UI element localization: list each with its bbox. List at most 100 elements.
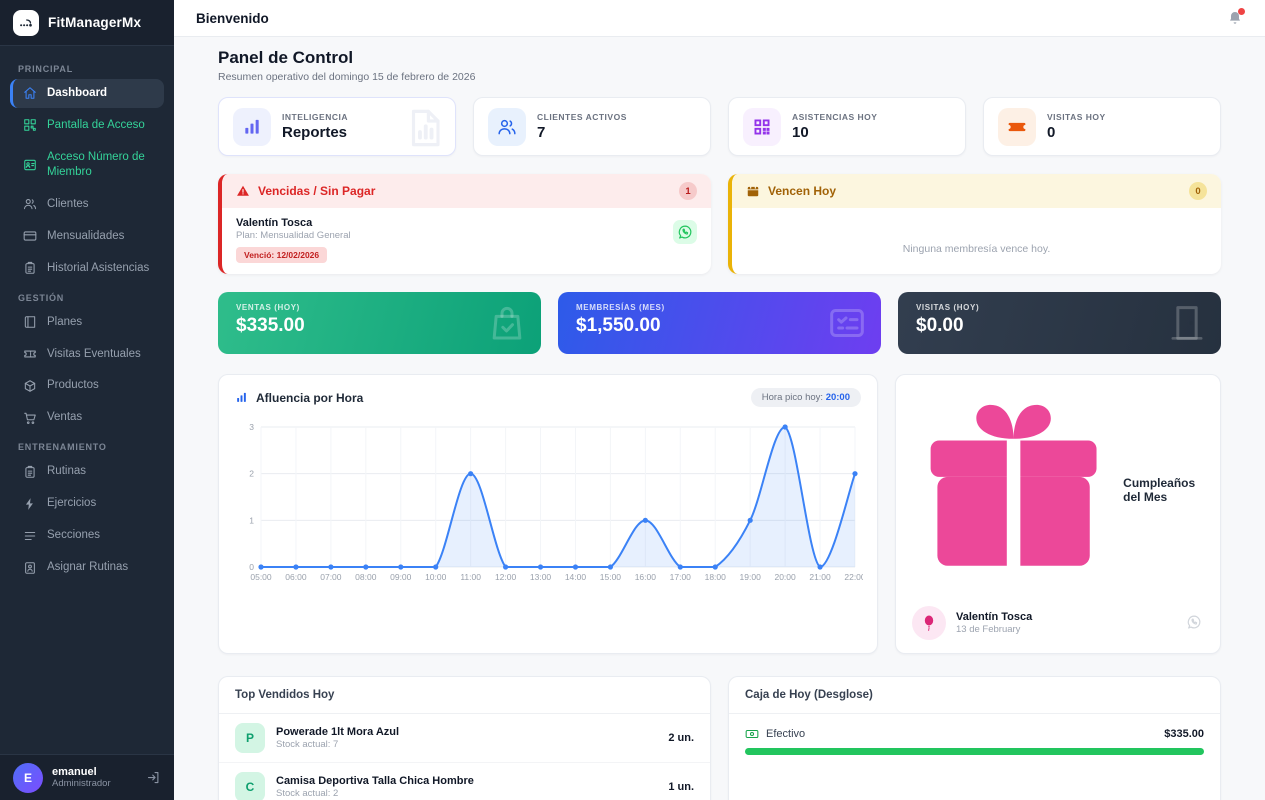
gift-icon (912, 388, 1115, 591)
sidebar-item-historial-asistencias[interactable]: Historial Asistencias (10, 254, 164, 283)
sidebar-item-dashboard[interactable]: Dashboard (10, 79, 164, 108)
product-qty: 1 un. (668, 781, 694, 794)
list-icon (23, 529, 37, 543)
sidebar-item-planes[interactable]: Planes (10, 308, 164, 337)
notifications-bell-icon[interactable] (1227, 8, 1245, 26)
stat-label: CLIENTES ACTIVOS (537, 112, 627, 122)
svg-text:09:00: 09:00 (390, 572, 412, 582)
svg-text:11:00: 11:00 (460, 572, 481, 582)
sidebar-item-label: Visitas Eventuales (47, 347, 141, 360)
sidebar-item-label: Dashboard (47, 87, 108, 99)
sidebar-item-label: Mensualidades (47, 229, 125, 242)
cash-breakdown-card: Caja de Hoy (Desglose) Efectivo $335.00 (728, 676, 1221, 800)
svg-text:05:00: 05:00 (250, 572, 272, 582)
sidebar-item-label: Productos (47, 379, 99, 392)
sidebar-item-secciones[interactable]: Secciones (10, 521, 164, 550)
sidebar-item-productos[interactable]: Productos (10, 371, 164, 400)
svg-text:19:00: 19:00 (740, 572, 762, 582)
overdue-date-badge: Venció: 12/02/2026 (236, 247, 328, 263)
sidebar-item-label: Pantalla de Acceso (47, 118, 145, 131)
overdue-count-badge: 1 (679, 182, 697, 200)
cash-amount: $335.00 (1164, 728, 1204, 741)
kpi-row: VENTAS (HOY) $335.00 MEMBRESÍAS (MES) $1… (218, 292, 1221, 354)
app-logo-icon (13, 9, 39, 36)
logout-icon[interactable] (146, 770, 161, 785)
whatsapp-icon[interactable] (1186, 614, 1202, 630)
bottom-row: Top Vendidos Hoy P Powerade 1lt Mora Azu… (218, 676, 1221, 800)
cash-method: Efectivo (766, 728, 806, 741)
birthday-list-item: Valentín Tosca 13 de February (912, 606, 1204, 641)
birthdays-title: Cumpleaños del Mes (1123, 475, 1196, 504)
stats-row: INTELIGENCIA Reportes CLIENTES ACTIVOS 7… (218, 97, 1221, 156)
users-icon (23, 197, 37, 211)
due-today-count-badge: 0 (1189, 182, 1207, 200)
product-qty: 2 un. (668, 732, 694, 745)
sidebar-item-mensualidades[interactable]: Mensualidades (10, 222, 164, 251)
card-lines-icon (827, 303, 867, 343)
kpi-value: $1,550.00 (576, 315, 661, 336)
warning-icon (236, 184, 250, 198)
clipboard-icon (23, 261, 37, 275)
bolt-icon (23, 497, 37, 511)
birthdays-card: Cumpleaños del Mes Valentín Tosca 13 de … (895, 374, 1221, 655)
svg-text:14:00: 14:00 (565, 572, 587, 582)
birthday-date: 13 de February (956, 624, 1021, 636)
sidebar-item-ejercicios[interactable]: Ejercicios (10, 489, 164, 518)
svg-text:08:00: 08:00 (355, 572, 377, 582)
stat-value: 10 (792, 124, 809, 141)
stat-card-visitas-hoy: VISITAS HOY 0 (983, 97, 1221, 156)
product-name: Powerade 1lt Mora Azul (276, 726, 400, 739)
whatsapp-icon[interactable] (673, 220, 697, 244)
product-initial-badge: C (235, 772, 265, 800)
stat-card-reportes[interactable]: INTELIGENCIA Reportes (218, 97, 456, 156)
charts-row: Afluencia por Hora Hora pico hoy: 20:00 … (218, 374, 1221, 655)
member-name: Valentín Tosca (236, 217, 313, 229)
sidebar-item-clientes[interactable]: Clientes (10, 190, 164, 219)
cash-icon (745, 727, 759, 741)
sidebar-item-visitas-eventuales[interactable]: Visitas Eventuales (10, 340, 164, 369)
user-role: Administrador (52, 778, 111, 789)
svg-text:15:00: 15:00 (600, 572, 622, 582)
sidebar-item-label: Ventas (47, 411, 83, 424)
calendar-icon (746, 184, 760, 198)
sidebar-item-asignar-rutinas[interactable]: Asignar Rutinas (10, 553, 164, 582)
due-today-panel: Vencen Hoy 0 Ninguna membresía vence hoy… (728, 174, 1221, 274)
nav-section-principal: PRINCIPAL (18, 64, 74, 74)
cash-progress-bar (745, 748, 1204, 756)
person-card-icon (23, 561, 37, 575)
sidebar-item-ventas[interactable]: Ventas (10, 403, 164, 432)
ticket-icon (998, 107, 1036, 146)
svg-text:20:00: 20:00 (774, 572, 796, 582)
sidebar-item-label: Ejercicios (47, 497, 97, 510)
report-document-icon (403, 107, 445, 149)
top-sold-title: Top Vendidos Hoy (219, 677, 710, 715)
qr-scan-icon (23, 118, 37, 132)
product-initial-badge: P (235, 723, 265, 754)
kpi-label: VISITAS (HOY) (916, 303, 980, 312)
sidebar-item-pantalla-de-acceso[interactable]: Pantalla de Acceso (10, 111, 164, 140)
due-today-title: Vencen Hoy (768, 184, 837, 198)
kpi-visitas-hoy: VISITAS (HOY) $0.00 (898, 292, 1221, 354)
balloon-icon (912, 606, 946, 641)
bag-check-icon (487, 303, 527, 343)
top-bar: Bienvenido (174, 0, 1265, 37)
table-row: C Camisa Deportiva Talla Chica Hombre St… (219, 763, 710, 800)
svg-text:10:00: 10:00 (425, 572, 447, 582)
peak-hour-badge: Hora pico hoy: 20:00 (750, 388, 861, 407)
attendance-chart-card: Afluencia por Hora Hora pico hoy: 20:00 … (218, 374, 878, 655)
svg-text:12:00: 12:00 (495, 572, 517, 582)
stat-value: 7 (537, 124, 546, 141)
door-icon (1167, 303, 1207, 343)
svg-text:0: 0 (249, 562, 254, 572)
sidebar-item-label: Planes (47, 315, 83, 328)
user-footer: E emanuel Administrador (0, 754, 174, 800)
users-icon (488, 107, 526, 146)
brand: FitManagerMx (0, 0, 174, 46)
kpi-ventas-hoy: VENTAS (HOY) $335.00 (218, 292, 541, 354)
svg-text:07:00: 07:00 (320, 572, 342, 582)
svg-text:06:00: 06:00 (285, 572, 307, 582)
sidebar-item-rutinas[interactable]: Rutinas (10, 457, 164, 486)
kpi-value: $0.00 (916, 315, 964, 336)
page-title: Panel de Control (218, 48, 354, 67)
sidebar-item-acceso-numero-de-miembro[interactable]: Acceso Número de Miembro (10, 143, 164, 187)
